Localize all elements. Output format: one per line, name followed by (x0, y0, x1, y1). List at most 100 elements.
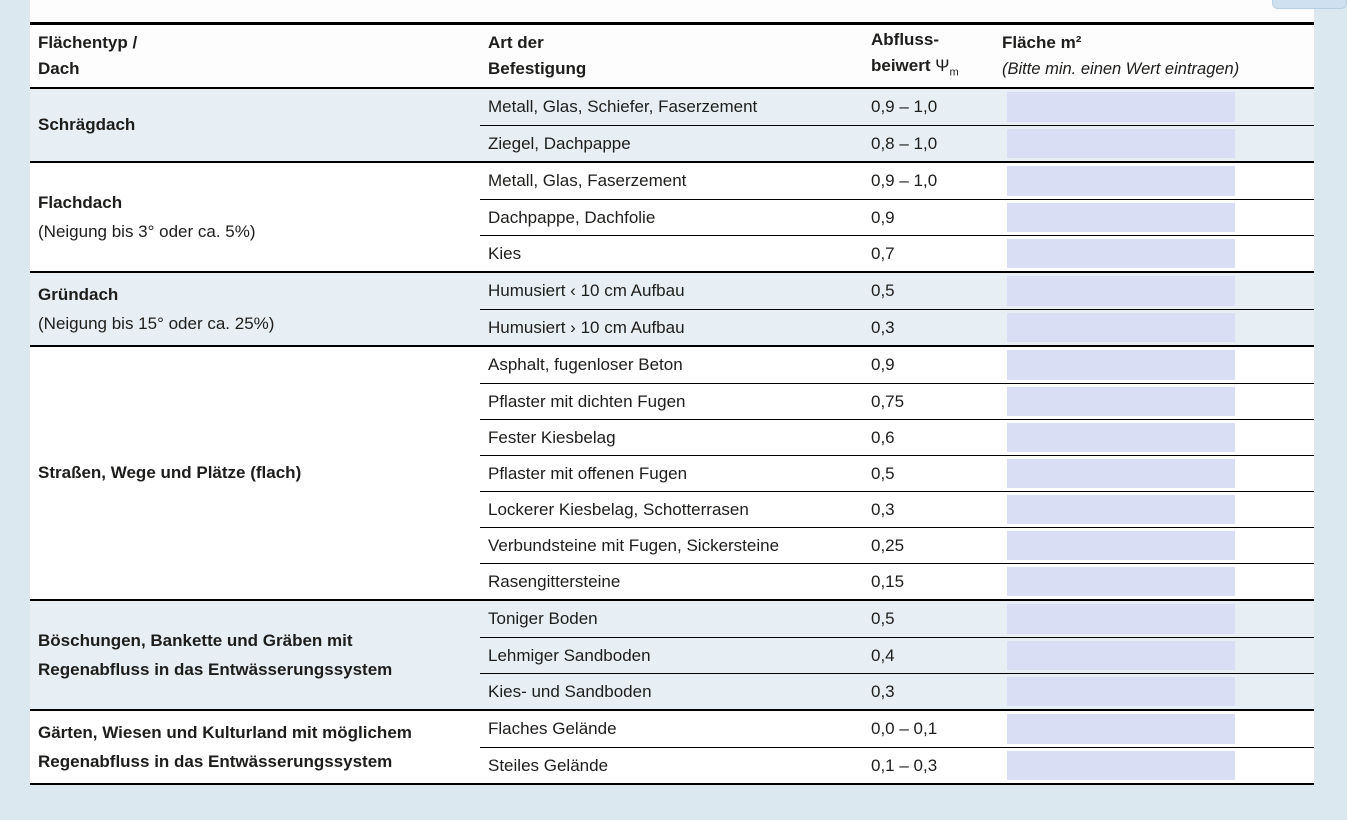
header-befestigung-line2: Befestigung (488, 59, 587, 78)
table-row: Lehmiger Sandboden 0,4 (480, 637, 1314, 673)
surface-cell: Lehmiger Sandboden (488, 645, 651, 665)
surface-cell: Fester Kiesbelag (488, 427, 616, 447)
surface-cell: Steiles Gelände (488, 755, 609, 775)
header-flaeche: Fläche m² (Bitte min. einen Wert eintrag… (1000, 30, 1314, 82)
coefficient-cell: 0,3 (871, 681, 895, 701)
coefficient-cell: 0,9 (871, 207, 895, 227)
area-input-cell (1000, 200, 1314, 235)
group-label-subtitle: (Neigung bis 15° oder ca. 25%) (38, 313, 275, 333)
area-input[interactable] (1007, 276, 1235, 306)
group-label-title: Gründach (38, 284, 119, 304)
table-row: Kies- und Sandboden 0,3 (480, 673, 1314, 709)
surface-cell: Verbundsteine mit Fugen, Sickersteine (488, 535, 780, 555)
coefficient-cell: 0,1 – 0,3 (871, 755, 938, 775)
surface-cell: Dachpappe, Dachfolie (488, 207, 656, 227)
surface-cell: Metall, Glas, Faserzement (488, 171, 687, 190)
area-input[interactable] (1007, 350, 1235, 380)
group-rows: Toniger Boden 0,5 Lehmiger Sandboden 0,4 Kie… (480, 601, 1314, 709)
header-flaeche-note: (Bitte min. einen Wert eintragen) (1002, 60, 1240, 78)
coefficient-cell: 0,9 (871, 355, 895, 374)
group-rows: Metall, Glas, Schiefer, Faserzement 0,9 –… (480, 89, 1314, 161)
coefficient-cell: 0,9 – 1,0 (871, 97, 938, 116)
area-input[interactable] (1007, 495, 1235, 524)
surface-cell: Kies (488, 243, 522, 263)
surface-cell: Metall, Glas, Schiefer, Faserzement (488, 97, 758, 116)
area-input-cell (1000, 711, 1314, 747)
area-input[interactable] (1007, 459, 1235, 488)
table-row: Flaches Gelände 0,0 – 0,1 (480, 711, 1314, 747)
table-row: Humusiert ‹ 10 cm Aufbau 0,5 (480, 273, 1314, 309)
area-input[interactable] (1007, 531, 1235, 560)
area-input-cell (1000, 638, 1314, 673)
header-befestigung-line1: Art der (488, 33, 544, 52)
table-row: Toniger Boden 0,5 (480, 601, 1314, 637)
area-input[interactable] (1007, 714, 1235, 744)
area-input[interactable] (1007, 92, 1235, 122)
header-flaechentyp-line2: Dach (38, 59, 80, 78)
area-input[interactable] (1007, 423, 1235, 452)
surface-cell: Pflaster mit dichten Fugen (488, 391, 686, 411)
group-label: Gründach (Neigung bis 15° oder ca. 25%) (30, 273, 480, 345)
group-label: Schrägdach (30, 89, 480, 161)
area-input[interactable] (1007, 387, 1235, 416)
coefficient-cell: 0,4 (871, 645, 895, 665)
coefficient-cell: 0,25 (871, 535, 905, 555)
area-input-cell (1000, 236, 1314, 271)
surface-type-group: Flachdach (Neigung bis 3° oder ca. 5%) Met… (30, 161, 1314, 271)
group-label-title: Schrägdach (38, 115, 136, 134)
area-input-cell (1000, 384, 1314, 419)
surface-cell: Humusiert › 10 cm Aufbau (488, 317, 685, 337)
table-row: Metall, Glas, Schiefer, Faserzement 0,9 –… (480, 89, 1314, 125)
area-input[interactable] (1007, 677, 1235, 706)
group-rows: Humusiert ‹ 10 cm Aufbau 0,5 Humusiert › 1… (480, 273, 1314, 345)
group-label-title: Böschungen, Bankette und Gräben mit (38, 630, 353, 650)
area-input-cell (1000, 89, 1314, 125)
area-input[interactable] (1007, 313, 1235, 342)
area-input[interactable] (1007, 203, 1235, 232)
area-input-cell (1000, 163, 1314, 199)
group-label: Gärten, Wiesen und Kulturland mit möglic… (30, 711, 480, 783)
coefficient-cell: 0,0 – 0,1 (871, 719, 938, 738)
header-abfluss-line2: beiwert Ψm (871, 55, 959, 79)
table-row: Asphalt, fugenloser Beton 0,9 (480, 347, 1314, 383)
area-input-cell (1000, 347, 1314, 383)
header-flaeche-line1: Fläche m² (1002, 33, 1082, 52)
surface-cell: Toniger Boden (488, 609, 598, 628)
coefficient-cell: 0,3 (871, 499, 895, 519)
table-row: Rasengittersteine 0,15 (480, 563, 1314, 599)
area-input[interactable] (1007, 604, 1235, 634)
group-rows: Asphalt, fugenloser Beton 0,9 Pflaster mit… (480, 347, 1314, 599)
area-input-cell (1000, 748, 1314, 783)
surface-cell: Ziegel, Dachpappe (488, 133, 631, 153)
area-input-cell (1000, 601, 1314, 637)
group-rows: Metall, Glas, Faserzement 0,9 – 1,0 Dachpa… (480, 163, 1314, 271)
coefficient-cell: 0,3 (871, 317, 895, 337)
header-art-der-befestigung: Art der Befestigung (480, 30, 865, 82)
cropped-button-top-right[interactable] (1272, 0, 1347, 9)
table-row: Verbundsteine mit Fugen, Sickersteine 0,2… (480, 527, 1314, 563)
group-label: Flachdach (Neigung bis 3° oder ca. 5%) (30, 163, 480, 271)
area-input-cell (1000, 273, 1314, 309)
surface-type-group: Straßen, Wege und Plätze (flach) Asphalt,… (30, 345, 1314, 599)
group-label-subtitle: Regenabfluss in das Entwässerungssystem (38, 659, 393, 679)
area-input[interactable] (1007, 166, 1235, 196)
group-label-subtitle: Regenabfluss in das Entwässerungssystem (38, 751, 393, 771)
area-input[interactable] (1007, 751, 1235, 780)
area-input-cell (1000, 126, 1314, 161)
area-input-cell (1000, 674, 1314, 709)
surface-cell: Lockerer Kiesbelag, Schotterrasen (488, 499, 749, 519)
table-row: Dachpappe, Dachfolie 0,9 (480, 199, 1314, 235)
header-flaechentyp: Flächentyp / Dach (30, 30, 480, 82)
area-input[interactable] (1007, 641, 1235, 670)
area-input[interactable] (1007, 129, 1235, 158)
area-input-cell (1000, 564, 1314, 599)
area-input[interactable] (1007, 239, 1235, 268)
area-input-cell (1000, 528, 1314, 563)
surface-type-group: Schrägdach Metall, Glas, Schiefer, Faserz… (30, 87, 1314, 161)
table-row: Pflaster mit offenen Fugen 0,5 (480, 455, 1314, 491)
table-row: Pflaster mit dichten Fugen 0,75 (480, 383, 1314, 419)
surface-cell: Humusiert ‹ 10 cm Aufbau (488, 281, 685, 300)
area-input[interactable] (1007, 567, 1235, 596)
group-rows: Flaches Gelände 0,0 – 0,1 Steiles Gelände 0… (480, 711, 1314, 783)
table-row: Lockerer Kiesbelag, Schotterrasen 0,3 (480, 491, 1314, 527)
